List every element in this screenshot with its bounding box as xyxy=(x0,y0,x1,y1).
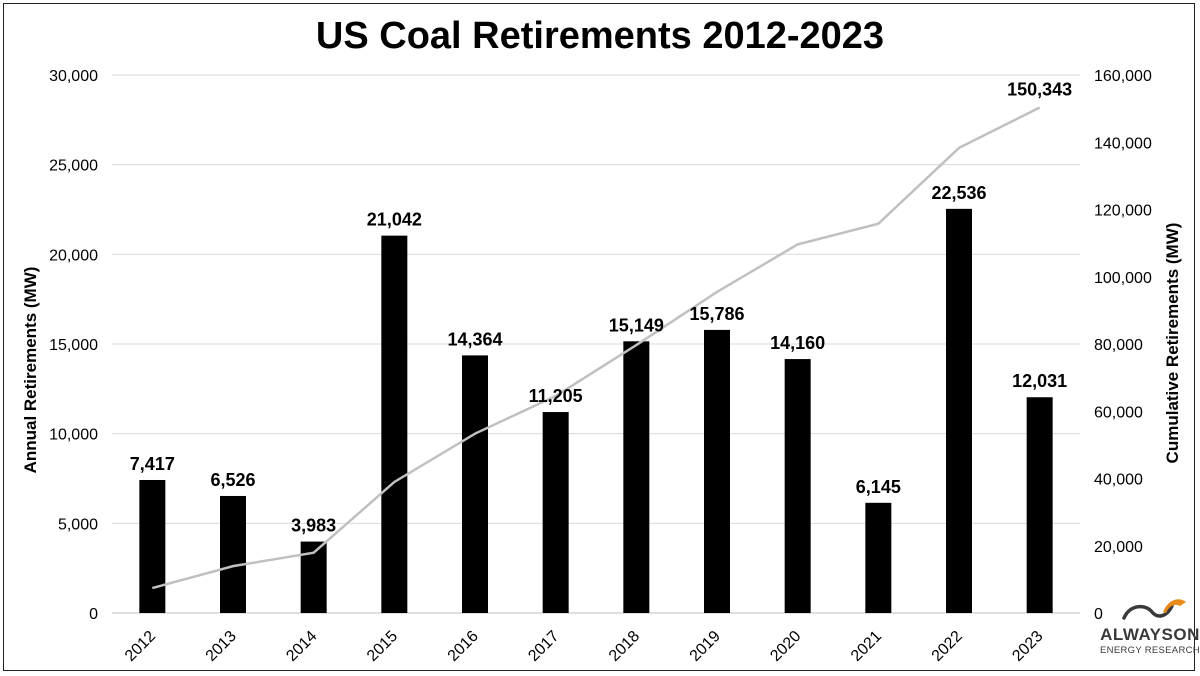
bar xyxy=(946,208,972,613)
y2-tick-label: 140,000 xyxy=(1094,135,1152,152)
bar-value-label: 22,536 xyxy=(931,183,986,203)
right-axis-ticks: 0 20,000 40,000 60,000 80,000 100,000 120,000 1… xyxy=(1094,68,1152,623)
bar-value-label: 21,042 xyxy=(367,210,422,230)
y2-tick-label: 40,000 xyxy=(1094,472,1143,489)
y-tick-label: 25,000 xyxy=(49,158,98,175)
logo-accent-icon xyxy=(1163,599,1186,613)
bar xyxy=(542,412,569,613)
y2-tick-label: 60,000 xyxy=(1094,404,1143,421)
bar xyxy=(623,341,650,613)
bar-value-label: 6,526 xyxy=(210,470,255,490)
cumulative-line-series: 150,343 xyxy=(152,79,1072,590)
y2-tick-label: 100,000 xyxy=(1094,270,1152,287)
bar-value-label: 7,417 xyxy=(130,454,175,474)
bar-value-label: 12,031 xyxy=(1012,371,1067,391)
cumulative-end-label: 150,343 xyxy=(1007,79,1072,99)
bar-value-label: 6,145 xyxy=(856,477,901,497)
logo-swoosh-icon xyxy=(1122,604,1174,620)
bar xyxy=(139,479,166,613)
y2-tick-label: 20,000 xyxy=(1094,539,1143,556)
x-axis-ticks: 2012 2013 2014 2015 2016 2017 2018 2019 2020 2021… xyxy=(122,628,1047,665)
bar-value-label: 11,205 xyxy=(529,386,583,406)
x-tick-label: 2015 xyxy=(364,628,401,665)
right-axis-label: Cumulative Retirements (MW) xyxy=(1163,223,1182,464)
x-tick-label: 2020 xyxy=(767,628,804,665)
bar-series xyxy=(139,208,1053,614)
x-tick-label: 2016 xyxy=(445,628,482,665)
bar xyxy=(704,329,730,613)
bar xyxy=(1026,397,1053,613)
x-tick-label: 2014 xyxy=(283,628,320,665)
y-tick-label: 20,000 xyxy=(49,247,98,264)
y-tick-label: 15,000 xyxy=(49,337,98,354)
x-tick-label: 2013 xyxy=(203,628,240,665)
cumulative-line xyxy=(152,106,1041,590)
bar-value-label: 15,149 xyxy=(609,315,664,335)
x-tick-label: 2022 xyxy=(929,628,966,665)
bar-data-labels: 7,417 6,526 3,983 21,042 14,364 11,205 15,149 1… xyxy=(130,183,1067,536)
chart-title: US Coal Retirements 2012-2023 xyxy=(316,15,884,57)
bar-value-label: 3,983 xyxy=(291,516,336,536)
left-axis-ticks: 0 5,000 10,000 15,000 20,000 25,000 30,000 xyxy=(49,68,98,623)
bar xyxy=(381,235,408,614)
bar-value-label: 15,786 xyxy=(689,304,744,324)
x-tick-label: 2019 xyxy=(687,628,724,665)
x-tick-label: 2012 xyxy=(122,628,159,665)
x-tick-label: 2023 xyxy=(1009,628,1046,665)
y-tick-label: 30,000 xyxy=(49,68,98,85)
y2-tick-label: 0 xyxy=(1094,606,1103,623)
left-axis-label: Annual Retirements (MW) xyxy=(21,267,40,474)
y2-tick-label: 120,000 xyxy=(1094,203,1152,220)
bar-value-label: 14,364 xyxy=(447,329,502,349)
y-tick-label: 0 xyxy=(89,606,98,623)
chart-frame xyxy=(3,3,1195,671)
y2-tick-label: 80,000 xyxy=(1094,337,1143,354)
x-tick-label: 2021 xyxy=(848,628,885,665)
y2-tick-label: 160,000 xyxy=(1094,68,1152,85)
alwayson-logo: ALWAYSON ENERGY RESEARCH xyxy=(1100,599,1200,656)
logo-sub-text: ENERGY RESEARCH xyxy=(1100,645,1200,656)
x-tick-label: 2018 xyxy=(606,628,643,665)
gridlines xyxy=(112,74,1080,614)
bar xyxy=(784,359,811,613)
y-tick-label: 10,000 xyxy=(49,427,98,444)
bar xyxy=(220,495,246,613)
logo-main-text: ALWAYSON xyxy=(1100,625,1200,644)
bar-value-label: 14,160 xyxy=(770,333,825,353)
x-tick-label: 2017 xyxy=(525,628,562,665)
bar xyxy=(462,355,488,613)
bar xyxy=(865,502,892,613)
y-tick-label: 5,000 xyxy=(58,516,98,533)
